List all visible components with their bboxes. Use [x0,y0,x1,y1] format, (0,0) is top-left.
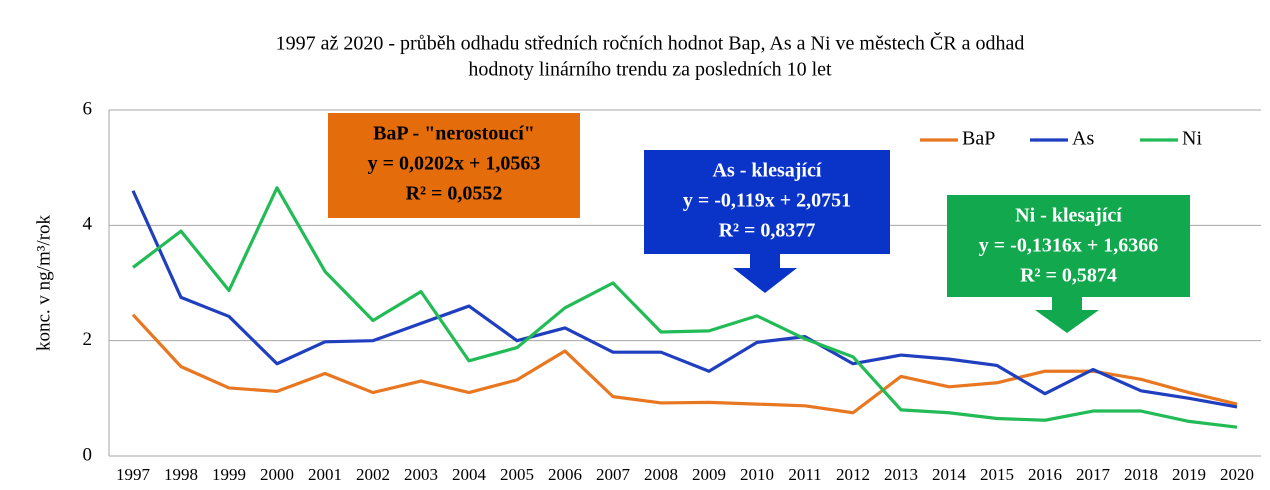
annotation-text: Ni - klesající [1015,205,1122,227]
annotation-text: As - klesající [713,160,822,182]
x-tick-label: 2010 [740,465,774,484]
x-tick-label: 2017 [1076,465,1111,484]
x-tick-label: 2003 [404,465,438,484]
x-tick-label: 2001 [308,465,342,484]
chart-title: 1997 až 2020 - průběh odhadu středních r… [276,31,1025,55]
x-tick-label: 2002 [356,465,390,484]
x-tick-label: 2019 [1172,465,1206,484]
series-line [131,190,1238,409]
annotation-text: y = -0,119x + 2,0751 [683,190,851,212]
legend-label: Ni [1182,128,1202,150]
y-axis-label: konc. v ng/m³/rok [33,214,54,351]
annotation-text: y = 0,0202x + 1,0563 [368,153,541,175]
annotation-text: R² = 0,0552 [406,183,503,205]
legend-label: BaP [962,128,995,150]
x-tick-label: 2000 [260,465,294,484]
x-tick-label: 2009 [692,465,726,484]
x-tick-label: 2004 [452,465,487,484]
series-line [132,186,1238,429]
arrow [733,254,797,293]
annotation-text: BaP - "nerostoucí" [373,123,535,145]
x-tick-label: 2005 [500,465,534,484]
y-tick-label: 0 [83,444,93,465]
x-tick-label: 2013 [884,465,918,484]
x-tick-label: 2006 [548,465,582,484]
annotation-text: R² = 0,5874 [1020,265,1117,287]
y-tick-label: 6 [83,98,93,119]
x-tick-label: 1998 [164,465,198,484]
legend-label: As [1072,128,1094,150]
x-tick-label: 2008 [644,465,678,484]
x-tick-label: 2014 [932,465,967,484]
annotation-text: R² = 0,8377 [719,220,816,242]
x-tick-label: 2012 [836,465,870,484]
chart-title: hodnoty linárního trendu za posledních 1… [468,59,832,81]
annotation-box [644,150,890,254]
x-tick-label: 2015 [980,465,1014,484]
x-tick-label: 2018 [1124,465,1158,484]
y-tick-label: 2 [83,329,93,350]
annotation-text: y = -0,1316x + 1,6366 [979,235,1158,257]
y-tick-label: 4 [83,214,93,235]
x-tick-label: 2007 [596,465,631,484]
x-tick-label: 1997 [116,465,151,484]
x-tick-label: 1999 [212,465,246,484]
annotation-box [947,195,1190,297]
x-tick-label: 2020 [1220,465,1254,484]
annotation-box [328,113,580,218]
x-tick-label: 2016 [1028,465,1062,484]
arrow [1035,297,1099,333]
x-tick-label: 2011 [788,465,821,484]
series-line [131,313,1238,415]
annotations [328,113,1190,333]
